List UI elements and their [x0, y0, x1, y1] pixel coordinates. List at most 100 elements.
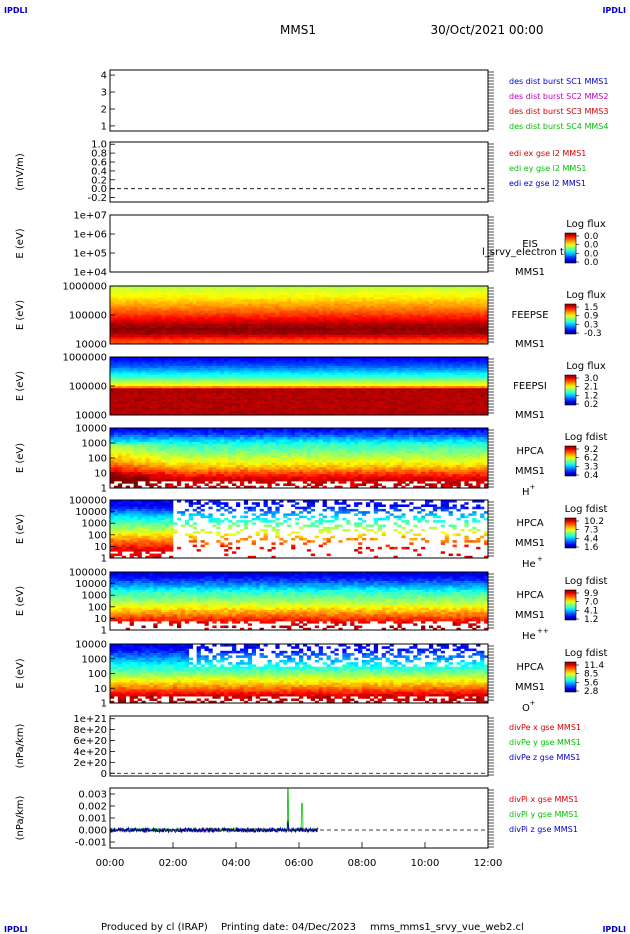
- instrument-label: FEEPSI: [513, 381, 547, 392]
- series-line: [109, 788, 319, 834]
- colorbar: [564, 303, 577, 335]
- x-tick-label: 04:00: [222, 858, 251, 869]
- colorbar-tick-label: 8.5: [584, 670, 598, 680]
- panel-hpca-o: 1 10 100 1000 10000 E (eV) HPCA MMS1 O + Log fdist…: [15, 640, 607, 715]
- colorbar-tick-label: 4.4: [584, 534, 599, 544]
- instrument-label: HPCA: [516, 590, 544, 601]
- panel-frame: [109, 787, 489, 849]
- instrument-label: HPCA: [516, 446, 544, 457]
- panel-edi-e: -0.20.00.20.40.60.81.0 (mV/m) edi ex gse l…: [15, 140, 587, 204]
- y-axis-label: (nPa/km): [15, 796, 26, 841]
- right-tick-marks: [488, 717, 494, 776]
- y-tick-label: 1.0: [91, 140, 107, 151]
- species-charge-label: ++: [537, 627, 549, 635]
- colorbar-tick-label: 0.0: [584, 232, 599, 242]
- y-tick-label: 1: [101, 484, 107, 495]
- y-axis-label: (mV/m): [15, 153, 26, 191]
- y-tick-label: -0.001: [75, 838, 107, 849]
- heatmap-feeps-e: [110, 286, 489, 345]
- right-tick-marks: [488, 358, 494, 414]
- y-axis-label: E (eV): [15, 586, 26, 616]
- colorbar-tick-label: 0.2: [584, 400, 598, 410]
- y-tick-label: 1e+06: [73, 230, 107, 241]
- corner-label-top-right: IPDLI: [602, 6, 626, 15]
- x-tick-label: 02:00: [159, 858, 188, 869]
- instrument-label: HPCA: [516, 662, 544, 673]
- instrument-label: EIS: [522, 239, 538, 250]
- y-tick-label: 0.000: [78, 826, 107, 837]
- colorbar-tick-label: 6.2: [584, 454, 598, 464]
- right-tick-marks: [488, 216, 494, 272]
- spacecraft-label: MMS1: [515, 267, 545, 278]
- heatmap-hpca-he2: [110, 572, 489, 631]
- legend-entry: edi ez gse l2 MMS1: [509, 179, 586, 188]
- colorbar-tick-label: 0.0: [584, 249, 599, 259]
- y-tick-label: 1e+21: [73, 714, 107, 725]
- y-axis-label: E (eV): [15, 443, 26, 473]
- colorbar-tick-label: 2.1: [584, 383, 598, 393]
- y-tick-label: 0.4: [91, 166, 107, 177]
- colorbar-tick-label: 1.2: [584, 391, 598, 401]
- instrument-label: FEEPSE: [511, 310, 548, 321]
- y-tick-label: 10: [94, 469, 107, 480]
- right-tick-marks: [488, 789, 494, 848]
- x-tick-label: 06:00: [285, 858, 314, 869]
- right-tick-marks: [488, 645, 494, 701]
- y-tick-label: 100: [88, 602, 107, 613]
- spacecraft-label: MMS1: [515, 410, 545, 421]
- colorbar-tick-label: 0.0: [584, 258, 599, 268]
- colorbar-tick-label: 0.4: [584, 471, 599, 481]
- panel-hpca-h: 1 10 100 1000 10000 E (eV) HPCA MMS1 H + Log fdist…: [15, 424, 607, 499]
- y-tick-label: 1000000: [62, 282, 107, 293]
- y-tick-label: 3: [101, 88, 107, 99]
- colorbar-tick-label: 7.0: [584, 598, 599, 608]
- y-axis-label: E (eV): [15, 658, 26, 688]
- species-label: He: [522, 631, 536, 642]
- y-tick-label: 0.8: [91, 149, 107, 160]
- colorbar-tick-label: 9.9: [584, 589, 599, 599]
- corner-label-bottom-right: IPDLI: [602, 925, 626, 934]
- x-tick-label: 00:00: [96, 858, 125, 869]
- y-tick-label: 1e+04: [73, 268, 107, 279]
- colorbar-title: Log flux: [566, 290, 606, 301]
- y-tick-label: 0.003: [78, 790, 107, 801]
- colorbar-tick-label: 3.0: [584, 374, 599, 384]
- colorbar-title: Log flux: [566, 219, 606, 230]
- legend-entry: divPe y gse MMS1: [509, 738, 581, 747]
- header-date: 30/Oct/2021 00:00: [430, 23, 543, 37]
- y-axis-label: E (eV): [15, 300, 26, 330]
- spacecraft-label: MMS1: [515, 610, 545, 621]
- colorbar-tick-label: 0.0: [584, 241, 599, 251]
- spacecraft-label: MMS1: [515, 339, 545, 350]
- legend-entry: divPe x gse MMS1: [509, 723, 581, 732]
- y-tick-label: 10000: [75, 424, 107, 435]
- colorbar-title: Log fdist: [565, 432, 608, 443]
- right-tick-marks: [488, 143, 494, 202]
- y-tick-label: 1: [101, 626, 107, 637]
- y-tick-label: 1000: [82, 654, 107, 665]
- y-tick-label: 0.2: [91, 175, 107, 186]
- colorbar-tick-label: 11.4: [584, 661, 604, 671]
- colorbar: [564, 517, 577, 549]
- colorbar-title: Log fdist: [565, 648, 608, 659]
- species-charge-label: +: [530, 699, 536, 707]
- species-label: He: [522, 559, 536, 570]
- y-tick-label: 6e+20: [73, 736, 107, 747]
- y-tick-label: 2: [101, 104, 107, 115]
- heatmap-hpca-he: [110, 500, 489, 559]
- y-tick-label: 8e+20: [73, 725, 107, 736]
- y-tick-label: 10: [94, 542, 107, 553]
- y-tick-label: 1e+05: [73, 249, 107, 260]
- right-tick-marks: [488, 573, 494, 629]
- colorbar-tick-label: 0.3: [584, 320, 598, 330]
- y-tick-label: 10000: [75, 640, 107, 651]
- y-tick-label: -0.2: [87, 193, 107, 204]
- heatmap-hpca-h: [110, 428, 489, 489]
- y-tick-label: 1000000: [62, 353, 107, 364]
- species-label: O: [522, 703, 530, 714]
- y-axis-label: E (eV): [15, 371, 26, 401]
- y-tick-label: 0.001: [78, 814, 107, 825]
